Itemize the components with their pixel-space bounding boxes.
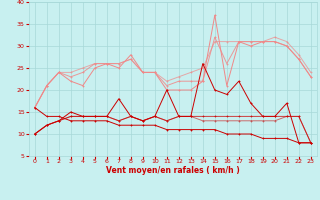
X-axis label: Vent moyen/en rafales ( km/h ): Vent moyen/en rafales ( km/h ) [106,166,240,175]
